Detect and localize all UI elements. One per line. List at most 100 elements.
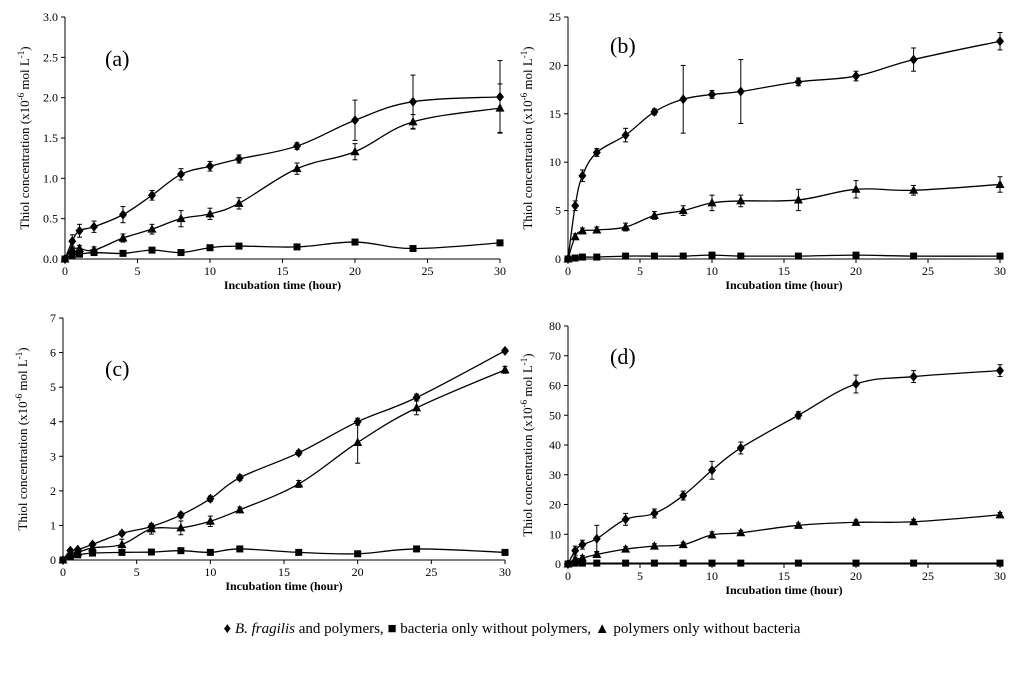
data-point-triangle xyxy=(75,243,84,253)
data-point-diamond xyxy=(679,94,688,105)
data-point-triangle xyxy=(707,197,717,207)
series-line xyxy=(64,96,501,260)
x-tick-label: 5 xyxy=(134,565,140,579)
data-point-diamond xyxy=(650,508,659,519)
y-axis-title-part: ) xyxy=(17,46,32,50)
data-point-square xyxy=(650,252,658,260)
legend-item-text: and polymers, xyxy=(294,621,384,637)
data-point-diamond xyxy=(592,147,601,158)
data-point-square xyxy=(409,245,417,253)
x-tick-label: 30 xyxy=(494,264,506,278)
x-tick-label: 15 xyxy=(277,264,289,278)
y-axis-title-part: ) xyxy=(15,347,30,351)
panel-label: (b) xyxy=(610,33,636,58)
data-point-triangle xyxy=(235,504,245,514)
data-point-square xyxy=(593,253,601,261)
y-axis-title-part: mol L xyxy=(15,359,30,394)
data-point-triangle xyxy=(117,539,127,548)
y-tick-label: 25 xyxy=(549,10,561,24)
data-point-triangle xyxy=(592,549,602,558)
y-axis-title-part: ) xyxy=(520,46,535,50)
data-point-diamond xyxy=(176,510,185,521)
data-point-square xyxy=(578,253,586,261)
data-point-triangle xyxy=(176,522,186,532)
y-tick-label: 1.0 xyxy=(43,171,58,185)
y-tick-label: 3.0 xyxy=(43,10,58,24)
data-point-square xyxy=(650,559,658,567)
x-tick-label: 0 xyxy=(60,565,66,579)
y-tick-label: 60 xyxy=(549,379,561,393)
data-point-square xyxy=(622,252,630,260)
series-line xyxy=(567,40,1001,260)
y-tick-label: 50 xyxy=(549,408,561,422)
y-tick-label: 30 xyxy=(549,468,561,482)
y-tick-label: 2.0 xyxy=(43,91,58,105)
data-point-diamond xyxy=(679,490,688,501)
data-point-triangle xyxy=(408,116,418,126)
series-triangle xyxy=(60,83,505,263)
data-point-square xyxy=(852,251,860,259)
y-axis-title: Thiol concentration (x10-6 mol L-1) xyxy=(16,46,32,229)
x-axis-title: Incubation time (hour) xyxy=(224,278,341,292)
data-point-triangle xyxy=(649,210,659,219)
x-tick-label: 20 xyxy=(850,264,862,278)
data-point-diamond xyxy=(119,209,127,220)
data-point-square xyxy=(148,246,156,254)
x-axis-title: Incubation time (hour) xyxy=(225,579,342,593)
data-point-diamond xyxy=(736,86,745,97)
x-tick-label: 5 xyxy=(637,264,643,278)
data-point-square xyxy=(679,559,687,567)
data-point-diamond xyxy=(117,528,126,539)
y-tick-label: 40 xyxy=(549,438,561,452)
data-point-square xyxy=(996,559,1004,567)
data-point-square xyxy=(571,559,579,567)
data-point-triangle xyxy=(570,231,580,241)
data-point-diamond xyxy=(68,236,77,247)
series-diamond xyxy=(564,364,1004,569)
data-point-triangle xyxy=(995,509,1005,519)
diamond-marker-icon: ♦ xyxy=(223,621,232,637)
series-line xyxy=(567,254,1001,260)
y-axis-title-part: ) xyxy=(520,353,535,357)
data-point-triangle xyxy=(851,517,861,526)
data-point-square xyxy=(501,548,509,556)
data-point-triangle xyxy=(73,547,83,556)
y-axis-title-superscript: -1 xyxy=(14,352,24,360)
data-point-triangle xyxy=(570,554,580,564)
x-tick-label: 20 xyxy=(352,565,364,579)
x-tick-label: 25 xyxy=(422,264,434,278)
data-point-square xyxy=(295,548,303,556)
data-point-diamond xyxy=(501,345,509,356)
data-point-diamond xyxy=(852,71,860,82)
data-point-diamond xyxy=(794,410,803,421)
series-triangle xyxy=(563,509,1005,568)
chart-panel-a: 0.0 0.5 1.0 1.5 2.0 2.5 3.0 0 5 10 15 20 25 30 Incubat… xyxy=(16,10,506,292)
legend-item-bacteria-only: ■ bacteria only without polymers, xyxy=(387,621,594,637)
data-point-triangle xyxy=(87,542,97,552)
x-tick-label: 25 xyxy=(425,565,437,579)
data-point-diamond xyxy=(736,442,745,453)
y-axis-title-superscript: -6 xyxy=(16,92,26,100)
x-axis-title: Incubation time (hour) xyxy=(725,583,842,597)
data-point-square xyxy=(351,238,359,246)
data-point-triangle xyxy=(577,225,587,235)
data-point-diamond xyxy=(235,153,243,164)
data-point-square xyxy=(88,549,96,557)
data-point-diamond xyxy=(650,106,659,117)
data-point-triangle xyxy=(58,555,68,564)
data-point-triangle xyxy=(678,539,688,549)
data-point-triangle xyxy=(909,185,919,194)
data-point-diamond xyxy=(206,161,214,172)
data-point-square xyxy=(622,559,630,567)
x-tick-label: 25 xyxy=(922,264,934,278)
y-tick-label: 0 xyxy=(555,252,561,266)
x-tick-label: 30 xyxy=(499,565,511,579)
data-point-triangle xyxy=(205,516,215,525)
data-point-triangle xyxy=(909,516,919,526)
data-point-triangle xyxy=(205,208,215,218)
data-point-square xyxy=(206,244,214,252)
data-point-square xyxy=(118,548,126,556)
data-point-triangle xyxy=(146,523,156,533)
data-point-triangle xyxy=(60,254,70,263)
data-point-square xyxy=(177,249,185,257)
